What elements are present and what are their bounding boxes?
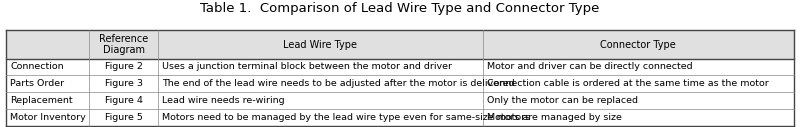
Text: Connector Type: Connector Type	[600, 39, 676, 50]
Bar	[6, 75, 794, 92]
Text: Motor and driver can be directly connected: Motor and driver can be directly connect…	[486, 62, 692, 72]
Text: Motors need to be managed by the lead wire type even for same-size motors: Motors need to be managed by the lead wi…	[162, 113, 530, 122]
Bar	[6, 30, 794, 59]
Text: Only the motor can be replaced: Only the motor can be replaced	[486, 96, 638, 105]
Text: Lead wire needs re-wiring: Lead wire needs re-wiring	[162, 96, 285, 105]
Bar	[6, 59, 794, 75]
Text: Motors are managed by size: Motors are managed by size	[486, 113, 622, 122]
Text: The end of the lead wire needs to be adjusted after the motor is delivered: The end of the lead wire needs to be adj…	[162, 79, 515, 88]
Text: Table 1.  Comparison of Lead Wire Type and Connector Type: Table 1. Comparison of Lead Wire Type an…	[200, 2, 600, 15]
Text: Motor Inventory: Motor Inventory	[10, 113, 86, 122]
Bar	[6, 109, 794, 126]
Text: Figure 2: Figure 2	[105, 62, 142, 72]
Text: Reference
Diagram: Reference Diagram	[99, 34, 148, 55]
Text: Uses a junction terminal block between the motor and driver: Uses a junction terminal block between t…	[162, 62, 452, 72]
Text: Connection: Connection	[10, 62, 64, 72]
Text: Figure 5: Figure 5	[105, 113, 142, 122]
Bar	[6, 92, 794, 109]
Text: Figure 3: Figure 3	[105, 79, 142, 88]
Text: Parts Order: Parts Order	[10, 79, 65, 88]
Text: Lead Wire Type: Lead Wire Type	[283, 39, 358, 50]
Text: Replacement: Replacement	[10, 96, 73, 105]
Text: Figure 4: Figure 4	[105, 96, 142, 105]
Text: Connection cable is ordered at the same time as the motor: Connection cable is ordered at the same …	[486, 79, 769, 88]
